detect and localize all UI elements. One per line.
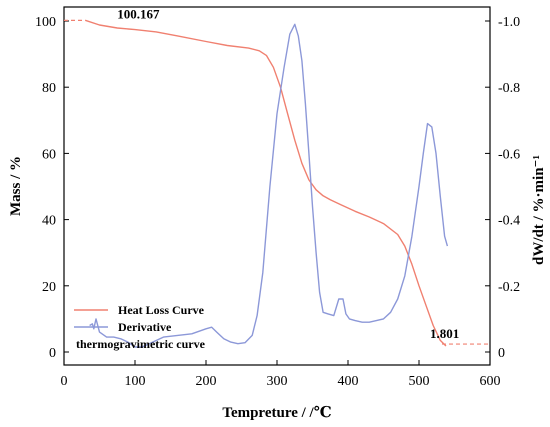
y2-tick-label: -0.4	[498, 214, 520, 229]
x-tick-label: 200	[196, 374, 217, 389]
y-tick-label: 100	[35, 15, 56, 30]
legend-label-heat-loss: Heat Loss Curve	[118, 303, 205, 317]
x-tick-label: 300	[267, 374, 288, 389]
y2-tick-label: 0	[498, 346, 505, 361]
derivative-curve	[89, 23, 449, 348]
y-tick-label: 60	[42, 147, 56, 162]
legend-label-derivative: Derivative	[118, 320, 172, 334]
x-tick-label: 0	[61, 374, 68, 389]
annotation-min: 1.801	[430, 326, 459, 341]
heat-loss-curve	[85, 19, 447, 347]
y-axis-label: Mass / %	[8, 156, 24, 216]
x-tick-label: 400	[338, 374, 359, 389]
annotation-max: 100.167	[117, 6, 160, 21]
series-layer	[85, 19, 449, 348]
x-tick-label: 500	[409, 374, 430, 389]
y-tick-label: 80	[42, 81, 56, 96]
y2-tick-label: -0.6	[498, 147, 520, 162]
annotations: 100.167 1.801	[64, 6, 490, 345]
y-tick-label: 40	[42, 214, 56, 229]
x-tick-label: 100	[125, 374, 146, 389]
y2-tick-label: -0.2	[498, 280, 520, 295]
legend: Heat Loss Curve Derivative thermogravime…	[74, 303, 206, 351]
legend-label-extra: thermogravimetric curve	[76, 337, 206, 351]
y2-axis-label: dW/dt / %·min⁻¹	[531, 155, 547, 265]
x-tick-label: 600	[480, 374, 501, 389]
y-tick-label: 0	[49, 346, 56, 361]
axes: 0 100 200 300 400 500 600 0 20 40 60 80 100 0 -0.2 -0.4…	[35, 6, 520, 389]
x-axis-label: Tempreture / /℃	[222, 405, 331, 421]
y2-tick-label: -0.8	[498, 81, 520, 96]
y-tick-label: 20	[42, 280, 56, 295]
y2-tick-label: -1.0	[498, 15, 520, 30]
